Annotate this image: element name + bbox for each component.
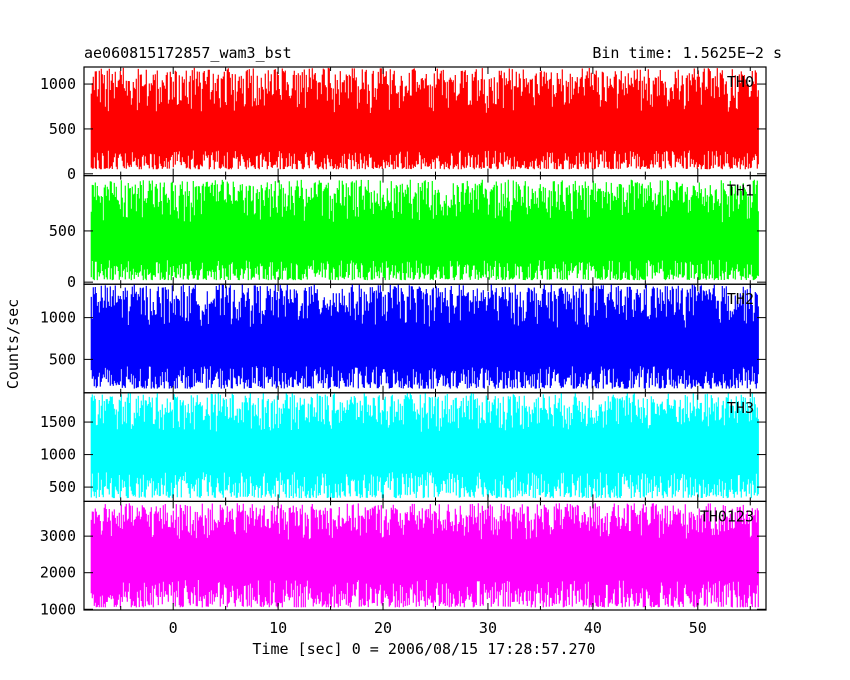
panel-label-th0123: TH0123: [700, 507, 754, 525]
y-tick-label: 500: [49, 120, 76, 138]
y-tick-label: 1500: [40, 413, 76, 431]
y-tick-label: 3000: [40, 527, 76, 545]
panel-th1: 0 500 TH1: [49, 175, 767, 291]
series-th0: [90, 67, 759, 170]
panel-th3: 500 1000 1500 TH3: [40, 392, 767, 502]
chart-title: ae060815172857_wam3_bst: [84, 44, 292, 62]
panel-label-th0: TH0: [727, 73, 754, 91]
x-tick-label: 30: [479, 619, 497, 637]
series-th1: [90, 179, 759, 281]
panel-frame: [83, 500, 767, 611]
series-th3: [90, 392, 759, 499]
y-tick-label: 500: [49, 350, 76, 368]
x-tick-label: 10: [269, 619, 287, 637]
y-tick-label: 0: [67, 165, 76, 183]
panel-label-th3: TH3: [727, 399, 754, 417]
x-axis-label: Time [sec] 0 = 2006/08/15 17:28:57.270: [252, 640, 595, 658]
panel-label-th1: TH1: [727, 182, 754, 200]
panel-th0123: 1000 2000 3000 TH0123: [40, 500, 767, 618]
panel-label-th2: TH2: [727, 290, 754, 308]
x-tick-label: 50: [689, 619, 707, 637]
x-tick-label: 20: [374, 619, 392, 637]
y-axis-label: Counts/sec: [4, 299, 22, 389]
y-tick-label: 1000: [40, 309, 76, 327]
y-tick-label: 1000: [40, 600, 76, 618]
y-tick-label: 1000: [40, 75, 76, 93]
bin-time-label: Bin time: 1.5625E−2 s: [592, 44, 782, 62]
series-th2: [90, 284, 759, 389]
y-tick-label: 1000: [40, 446, 76, 464]
y-tick-label: 500: [49, 222, 76, 240]
y-tick-label: 2000: [40, 564, 76, 582]
panels-layer: 0 500 1000 TH0 0 500 TH1 500 1000 TH2 500 1000 1500 T…: [40, 66, 767, 618]
y-tick-label: 0: [67, 273, 76, 291]
series-th0123: [90, 503, 759, 608]
y-tick-label: 500: [49, 478, 76, 496]
x-tick-label: 0: [169, 619, 178, 637]
panel-th2: 500 1000 TH2: [40, 283, 767, 394]
x-tick-label: 40: [584, 619, 602, 637]
axes-layer: 0 10 20 30 40 50: [169, 619, 707, 637]
panel-th0: 0 500 1000 TH0: [40, 66, 767, 183]
